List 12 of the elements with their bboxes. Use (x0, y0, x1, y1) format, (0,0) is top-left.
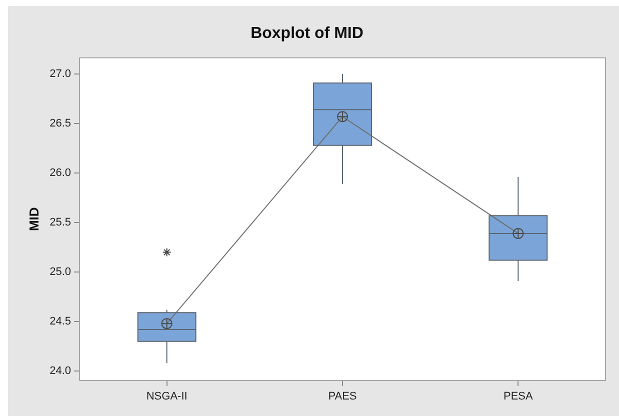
y-tick-label: 26.0 (50, 167, 71, 180)
y-tick-label: 24.0 (50, 365, 71, 378)
y-tick-label: 25.5 (50, 216, 71, 229)
x-tick-label: NSGA-II (146, 390, 188, 403)
y-tick-label: 27.0 (50, 68, 71, 80)
x-tick-label: PAES (328, 390, 357, 403)
chart-title: Boxplot of MID (250, 25, 364, 42)
y-tick-label: 25.0 (50, 266, 71, 278)
x-tick-label: PESA (503, 390, 534, 403)
y-tick-label: 26.5 (50, 118, 71, 130)
y-tick-label: 24.5 (50, 316, 71, 328)
y-axis-title: MID (26, 207, 42, 232)
